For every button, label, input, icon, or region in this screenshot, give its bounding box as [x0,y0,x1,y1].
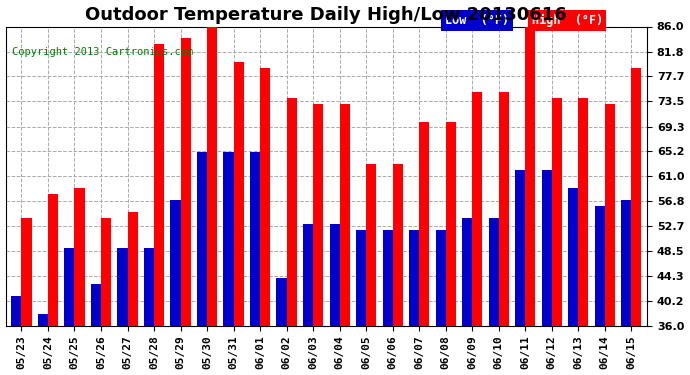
Bar [286,98,297,326]
Bar [631,68,641,326]
Bar [170,200,181,326]
Bar [472,92,482,326]
Bar [330,224,339,326]
Bar [250,152,260,326]
Bar [277,278,286,326]
Bar [393,164,403,326]
Bar [313,104,323,326]
Bar [12,296,21,326]
Bar [552,98,562,326]
Bar [409,230,419,326]
Bar [446,122,455,326]
Bar [621,200,631,326]
Bar [101,218,111,326]
Bar [64,248,75,326]
Bar [38,314,48,326]
Bar [489,218,499,326]
Bar [419,122,429,326]
Bar [21,218,32,326]
Bar [595,206,604,326]
Bar [435,230,446,326]
Text: High  (°F): High (°F) [531,14,603,27]
Bar [499,92,509,326]
Bar [356,230,366,326]
Bar [154,45,164,326]
Bar [128,212,137,326]
Title: Outdoor Temperature Daily High/Low 20130616: Outdoor Temperature Daily High/Low 20130… [86,6,567,24]
Bar [515,170,525,326]
Bar [382,230,393,326]
Bar [604,104,615,326]
Bar [339,104,350,326]
Bar [144,248,154,326]
Bar [462,218,472,326]
Bar [568,188,578,326]
Bar [578,98,589,326]
Bar [224,152,233,326]
Bar [366,164,376,326]
Bar [91,284,101,326]
Text: Copyright 2013 Cartronics.com: Copyright 2013 Cartronics.com [12,48,193,57]
Bar [48,194,58,326]
Bar [181,39,190,326]
Bar [233,62,244,326]
Bar [525,27,535,326]
Bar [75,188,85,326]
Bar [117,248,128,326]
Text: Low  (°F): Low (°F) [445,14,509,27]
Bar [207,27,217,326]
Bar [542,170,552,326]
Bar [197,152,207,326]
Bar [303,224,313,326]
Bar [260,68,270,326]
